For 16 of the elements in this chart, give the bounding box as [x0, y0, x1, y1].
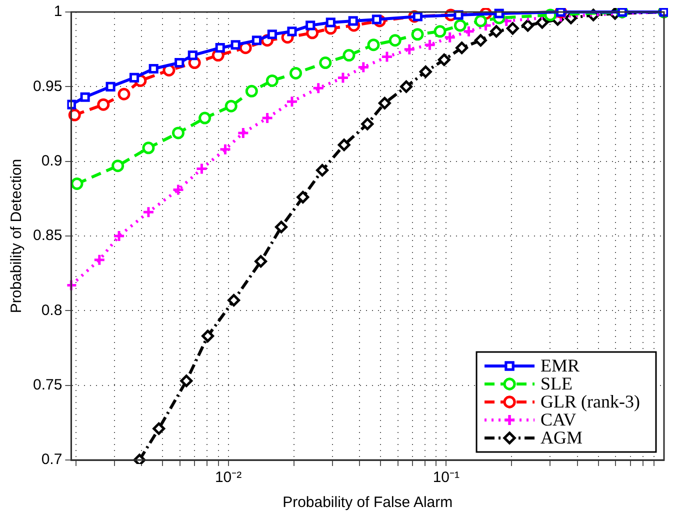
legend-label: SLE	[540, 374, 573, 394]
legend-label: GLR (rank-3)	[540, 392, 640, 412]
y-tick-label: 0.8	[41, 302, 62, 319]
y-axis-title: Probability of Detection	[8, 158, 26, 314]
y-tick-label: 0.9	[41, 152, 62, 170]
legend-label: EMR	[540, 356, 580, 376]
legend-label: CAV	[540, 410, 576, 430]
y-tick-label: 0.75	[32, 376, 62, 394]
y-tick-label: 0.85	[32, 227, 62, 244]
y-tick-label: 1	[54, 3, 62, 20]
legend-label: AGM	[540, 428, 583, 448]
x-tick-label: 10⁻¹	[432, 469, 460, 486]
x-axis-title: Probability of False Alarm	[282, 494, 453, 512]
x-tick-label: 10⁻²	[214, 469, 242, 486]
y-tick-label: 0.7	[41, 451, 62, 468]
y-tick-label: 0.95	[32, 78, 62, 95]
